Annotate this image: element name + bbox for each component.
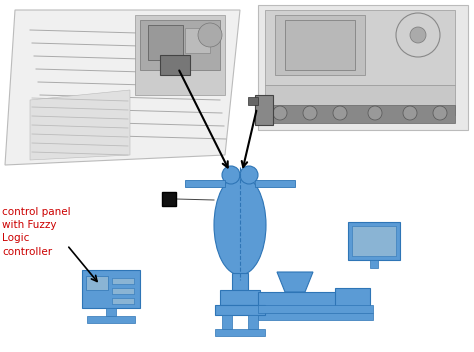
Bar xyxy=(140,20,220,70)
Bar xyxy=(265,105,455,123)
Bar xyxy=(106,308,116,316)
Circle shape xyxy=(333,106,347,120)
Bar xyxy=(215,329,265,336)
Bar xyxy=(160,55,190,75)
Bar xyxy=(348,222,400,260)
Circle shape xyxy=(198,23,222,47)
Bar xyxy=(258,5,468,130)
Bar xyxy=(87,316,135,323)
Bar xyxy=(148,25,183,60)
Bar xyxy=(185,28,210,53)
Circle shape xyxy=(433,106,447,120)
Bar xyxy=(285,20,355,70)
Bar xyxy=(215,305,265,315)
Bar xyxy=(265,85,455,115)
Polygon shape xyxy=(277,272,313,292)
Bar xyxy=(335,288,370,310)
Text: control panel
with Fuzzy
Logic
controller: control panel with Fuzzy Logic controlle… xyxy=(2,207,71,257)
Bar xyxy=(232,273,248,291)
Bar xyxy=(185,180,225,187)
Bar xyxy=(258,305,373,313)
Circle shape xyxy=(273,106,287,120)
Bar xyxy=(255,180,295,187)
Bar xyxy=(258,313,373,320)
Bar xyxy=(220,290,260,305)
Circle shape xyxy=(222,166,240,184)
Polygon shape xyxy=(5,10,240,165)
Polygon shape xyxy=(30,90,130,160)
Bar xyxy=(265,10,455,85)
Bar xyxy=(82,270,140,308)
Circle shape xyxy=(240,166,258,184)
Bar xyxy=(135,15,225,95)
Bar xyxy=(112,278,134,284)
Bar xyxy=(352,226,396,256)
Bar xyxy=(275,15,365,75)
Bar xyxy=(248,315,258,329)
Circle shape xyxy=(403,106,417,120)
Bar xyxy=(255,95,273,125)
Bar xyxy=(112,288,134,294)
Circle shape xyxy=(303,106,317,120)
Bar xyxy=(258,292,338,306)
Circle shape xyxy=(410,27,426,43)
Ellipse shape xyxy=(214,175,266,275)
Bar xyxy=(162,192,176,206)
Bar xyxy=(370,260,378,268)
Bar xyxy=(112,298,134,304)
Bar xyxy=(222,315,232,329)
Bar xyxy=(86,276,108,290)
Circle shape xyxy=(396,13,440,57)
Circle shape xyxy=(368,106,382,120)
Bar xyxy=(248,97,258,105)
